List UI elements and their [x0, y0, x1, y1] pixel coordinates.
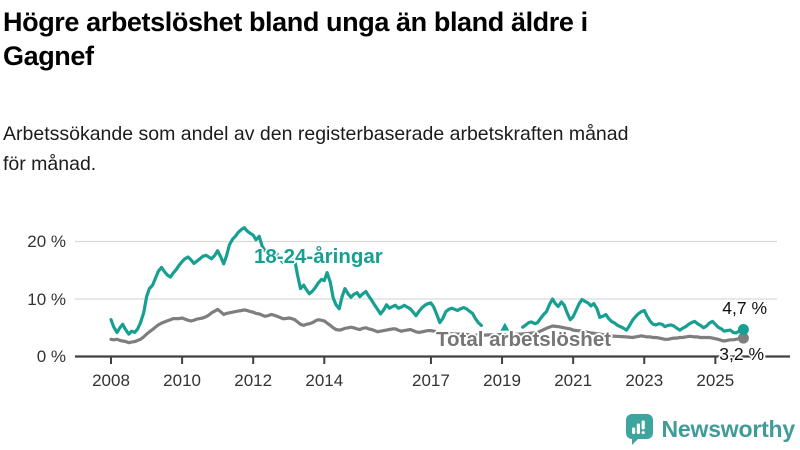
chart-subtitle-line-2: för månad. — [3, 153, 97, 175]
series-label-young: 18-24-åringar — [254, 245, 383, 268]
y-axis-tick-label: 10 % — [27, 289, 66, 309]
page-title-line-1: Högre arbetslöshet bland unga än bland ä… — [3, 7, 588, 37]
end-value-label-young: 4,7 % — [722, 298, 767, 318]
page-title-line-2: Gagnef — [3, 41, 94, 71]
x-axis-tick-label: 2021 — [554, 371, 593, 390]
x-axis-tick-label: 2023 — [625, 371, 664, 390]
chart-subtitle-line-1: Arbetssökande som andel av den registerb… — [3, 123, 629, 145]
x-axis-tick-label: 2014 — [305, 371, 344, 390]
series-label-total: Total arbetslöshet — [436, 328, 612, 351]
newsworthy-logo-icon — [625, 414, 653, 445]
chart-subtitle: Arbetssökande som andel av den registerb… — [3, 119, 791, 179]
page-title: Högre arbetslöshet bland unga än bland ä… — [3, 5, 791, 73]
x-axis-tick-label: 2008 — [92, 371, 130, 390]
y-axis-tick-label: 0 % — [36, 347, 66, 366]
x-axis-tick-label: 2025 — [696, 371, 735, 390]
end-value-label-total: 3,2 % — [719, 344, 764, 364]
x-axis-tick-label: 2012 — [234, 371, 273, 390]
x-axis-tick-label: 2019 — [483, 371, 521, 390]
newsworthy-logo[interactable]: Newsworthy — [625, 413, 795, 446]
y-axis-tick-label: 20 % — [27, 232, 66, 251]
x-axis-tick-label: 2010 — [163, 371, 201, 390]
x-axis-tick-label: 2017 — [412, 371, 450, 390]
newsworthy-logo-text: Newsworthy — [661, 416, 796, 442]
